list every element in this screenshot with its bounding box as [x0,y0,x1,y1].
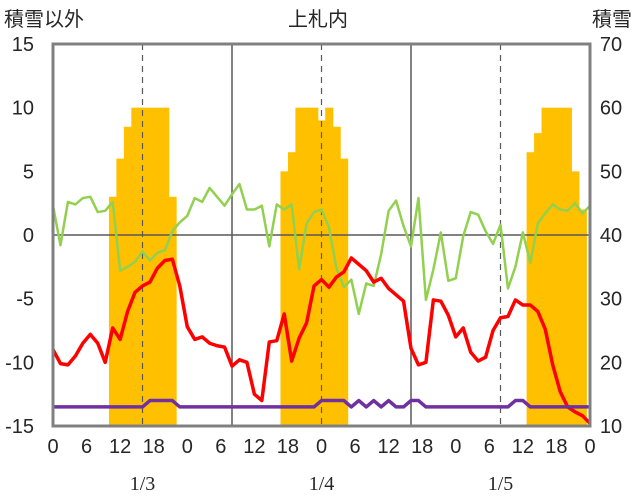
snow-bar [526,152,535,427]
plot-frame [51,42,592,428]
snow-bar [168,196,177,426]
x-tick-label: 18 [545,436,567,458]
snow-bar [571,171,580,426]
snow-bar [287,152,296,427]
right-tick-label: 50 [600,161,622,183]
x-tick-label: 18 [411,436,433,458]
x-tick-label: 0 [450,436,461,458]
right-tick-labels: 70 60 50 40 30 20 10 [600,34,622,438]
snow-bar [302,107,311,427]
left-axis-label: 積雪以外 [4,8,84,31]
x-tick-label: 0 [584,436,595,458]
snow-bar [108,196,117,426]
right-tick-label: 70 [600,34,622,56]
left-tick-label: -5 [16,289,34,311]
x-tick-label: 6 [484,436,495,458]
date-label: 1/4 [309,473,335,495]
snow-bar [123,126,132,427]
x-tick-labels: 0 6 12 18 0 6 12 18 0 6 12 18 0 6 12 18 0 [47,436,595,458]
snow-bar [340,158,349,426]
chart-title: 上札内 [288,8,348,31]
left-tick-label: -10 [5,352,34,374]
left-tick-labels: 15 10 5 0 -5 -10 -15 [5,34,34,438]
snow-bar [563,107,572,427]
snow-bar [541,107,550,427]
series-line-気温 [51,182,591,316]
date-label: 1/3 [130,473,156,495]
snow-bar [161,107,170,427]
x-tick-label: 12 [512,436,534,458]
x-tick-label: 6 [215,436,226,458]
x-tick-label: 12 [243,436,265,458]
x-tick-label: 6 [81,436,92,458]
x-tick-label: 12 [109,436,131,458]
right-axis-label: 積雪 [592,8,632,31]
x-tick-label: 0 [47,436,58,458]
x-tick-label: 12 [377,436,399,458]
right-tick-label: 40 [600,225,622,247]
snow-bar [534,133,543,426]
snow-bar [578,209,587,426]
x-tick-label: 0 [316,436,327,458]
x-tick-label: 18 [277,436,299,458]
right-tick-label: 60 [600,98,622,120]
snow-bar [131,107,140,427]
series-line-風速 [51,256,592,425]
date-label: 1/5 [488,473,514,495]
x-tick-label: 0 [182,436,193,458]
right-tick-label: 30 [600,289,622,311]
snow-bar [556,107,565,427]
snow-bar [280,171,289,426]
right-tick-label: 20 [600,352,622,374]
right-tick-label: 10 [600,416,622,438]
x-tick-label: 6 [350,436,361,458]
snow-bar [325,107,334,427]
left-tick-label: 5 [23,161,34,183]
snow-bar [146,107,155,427]
series-lines [51,182,592,425]
snow-bar [548,107,558,427]
left-tick-label: 0 [23,225,34,247]
series-line-降水量 [53,398,590,409]
snow-bar [116,158,125,426]
x-tick-label: 18 [143,436,165,458]
left-tick-label: 10 [12,98,34,120]
left-tick-label: 15 [12,34,34,56]
date-labels: 1/3 1/4 1/5 [130,473,514,495]
snow-bar [310,107,319,427]
snow-bar [317,120,326,427]
left-tick-label: -15 [5,416,34,438]
